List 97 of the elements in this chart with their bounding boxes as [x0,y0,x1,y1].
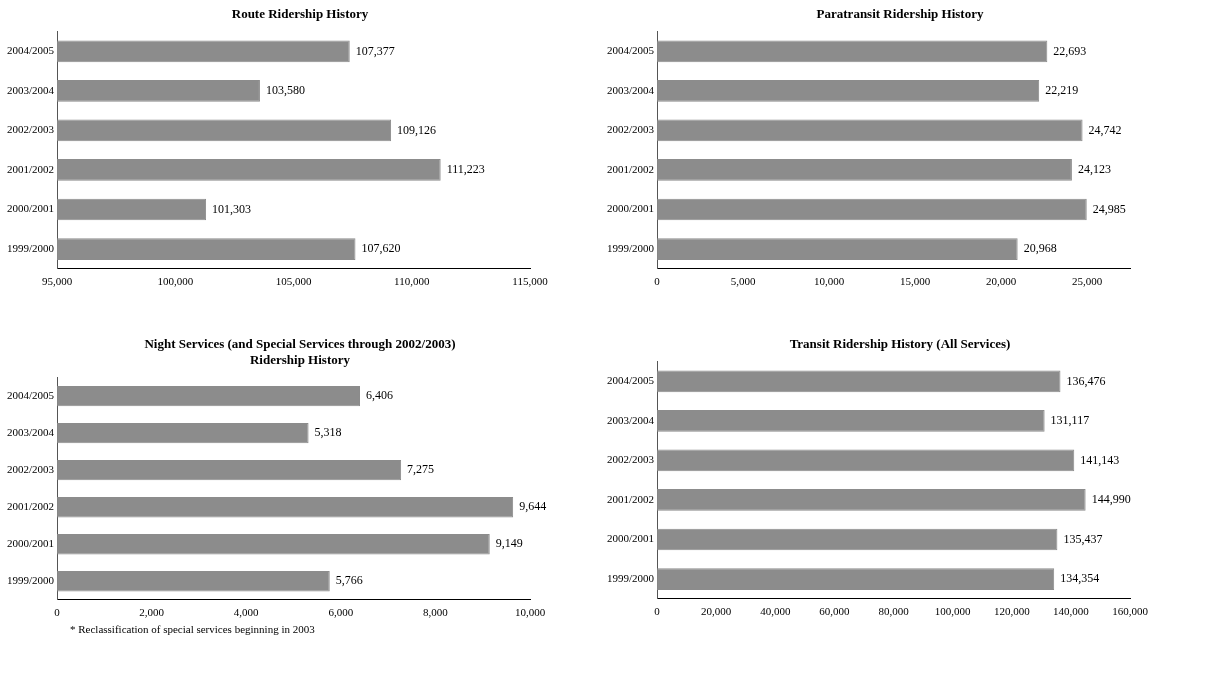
data-label: 24,742 [1088,122,1122,137]
bar [657,119,1083,142]
y-tick-label: 2001/2002 [606,162,655,175]
bar [657,568,1055,590]
y-tick-label: 2001/2002 [606,492,655,505]
bar [57,422,309,444]
y-tick-label: 2004/2005 [606,44,655,57]
bar [657,80,1040,102]
x-tick-label: 6,000 [328,606,354,619]
bar [657,159,1072,181]
y-tick-label: 2000/2001 [606,532,655,545]
data-label: 107,377 [355,43,395,58]
y-tick-label: 2004/2005 [606,374,655,387]
x-tick-label: 25,000 [1071,275,1103,288]
data-label: 5,318 [314,425,342,440]
x-tick-label: 8,000 [423,606,449,619]
bar [657,198,1087,221]
x-tick-label: 2,000 [139,606,165,619]
y-tick-label: 1999/2000 [606,571,655,584]
bar [657,40,1048,63]
x-tick-label: 40,000 [760,605,791,618]
data-label: 103,580 [265,83,305,98]
bar [57,460,402,481]
data-label: 135,437 [1063,531,1103,546]
x-tick-label: 4,000 [233,606,260,619]
x-tick-label: 160,000 [1112,605,1149,618]
data-label: 9,644 [519,499,547,514]
x-tick-label: 5,000 [730,275,756,288]
y-tick-label: 2003/2004 [606,83,655,96]
y-tick-label: 2003/2004 [6,83,55,96]
data-label: 22,693 [1053,43,1087,58]
data-label: 24,123 [1077,162,1111,177]
chart-title: Paratransit Ridership History [815,6,985,22]
x-tick-label: 105,000 [275,275,312,288]
bar [57,497,514,518]
x-tick-label: 100,000 [157,275,194,288]
bar [657,449,1075,472]
x-tick-label: 80,000 [878,605,910,618]
data-label: 134,354 [1060,571,1100,586]
bar [57,385,361,407]
data-label: 5,766 [335,573,363,588]
data-label: 144,990 [1091,492,1131,507]
x-tick-label: 140,000 [1053,605,1090,618]
x-tick-label: 15,000 [899,275,931,288]
data-label: 101,303 [212,201,252,216]
y-tick-label: 2000/2001 [6,202,55,215]
y-tick-label: 1999/2000 [6,241,55,254]
bar [657,238,1018,260]
y-tick-label: 1999/2000 [6,574,55,587]
x-tick-label: 95,000 [41,275,73,288]
bar [57,571,330,592]
chart-title: Route Ridership History [230,6,370,22]
y-tick-label: 2003/2004 [606,413,655,426]
data-label: 20,968 [1023,241,1057,256]
x-tick-label: 20,000 [985,275,1017,288]
y-tick-label: 1999/2000 [606,241,655,254]
y-tick-label: 2000/2001 [6,537,55,550]
y-tick-label: 2004/2005 [6,389,55,402]
y-tick-label: 2000/2001 [606,202,655,215]
data-label: 136,476 [1066,373,1106,388]
x-tick-label: 0 [654,605,661,618]
data-label: 131,117 [1050,413,1090,428]
chart-title: Night Services (and Special Services through 2002/2003) Ridership History [143,336,457,368]
x-tick-label: 10,000 [813,275,845,288]
bar [657,489,1086,511]
y-tick-label: 2002/2003 [606,453,655,466]
x-tick-label: 10,000 [514,606,546,619]
data-label: 111,223 [446,162,485,177]
y-tick-label: 2001/2002 [6,500,55,513]
y-tick-label: 2003/2004 [6,426,55,439]
y-tick-label: 2002/2003 [6,123,55,136]
x-tick-label: 120,000 [993,605,1031,618]
data-label: 7,275 [407,462,435,477]
y-tick-label: 2002/2003 [6,463,55,476]
x-tick-label: 0 [654,275,661,288]
x-tick-label: 60,000 [819,605,851,618]
data-label: 24,985 [1092,201,1126,216]
data-label: 109,126 [397,122,437,137]
y-tick-label: 2001/2002 [6,162,55,175]
data-label: 107,620 [361,241,401,256]
data-label: 9,149 [495,536,523,551]
x-tick-label: 0 [54,606,61,619]
chart-title: Transit Ridership History (All Services) [788,336,1012,352]
data-label: 22,219 [1045,83,1079,98]
bar [57,534,490,555]
y-tick-label: 2004/2005 [6,44,55,57]
y-tick-label: 2002/2003 [606,123,655,136]
x-tick-label: 110,000 [394,275,430,288]
bar [657,410,1045,432]
data-label: 6,406 [366,388,394,403]
data-label: 141,143 [1080,452,1120,467]
x-tick-label: 100,000 [934,605,972,618]
text: * Reclassification of special services beginning in 2003 [70,623,316,635]
x-tick-label: 115,000 [512,275,549,288]
bar [657,370,1061,393]
bar [657,528,1058,551]
x-tick-label: 20,000 [701,605,732,618]
